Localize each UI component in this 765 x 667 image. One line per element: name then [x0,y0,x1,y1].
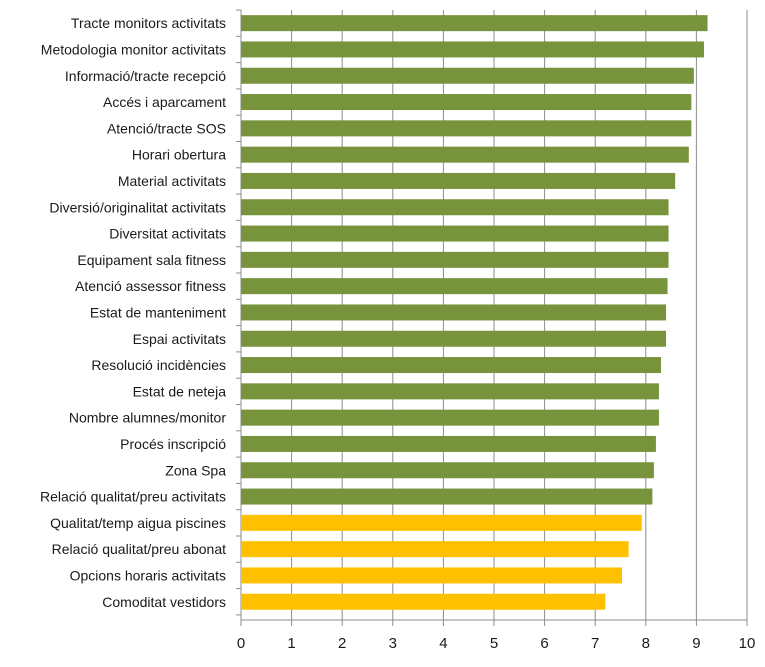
category-label: Atenció assessor fitness [75,278,226,294]
category-label: Relació qualitat/preu abonat [52,541,226,557]
x-tick-label: 5 [490,635,498,652]
x-tick-label: 3 [389,635,397,652]
category-label: Resolució incidències [91,357,226,373]
category-label: Atenció/tracte SOS [107,120,226,136]
x-tick-label: 0 [237,635,245,652]
category-label: Espai activitats [133,331,226,347]
category-label: Opcions horaris activitats [70,567,226,583]
x-tick-label: 4 [439,635,447,652]
category-label: Diversió/originalitat activitats [49,199,226,215]
bar [241,357,661,374]
bar [241,409,659,426]
bar [241,225,669,242]
category-label: Comoditat vestidors [102,594,226,610]
x-tick-label: 8 [642,635,650,652]
bar [241,567,623,584]
bar [241,199,669,216]
category-label: Nombre alumnes/monitor [69,410,227,426]
category-label: Relació qualitat/preu activitats [40,489,226,505]
x-tick-label: 9 [692,635,700,652]
bar [241,67,694,84]
category-label: Informació/tracte recepció [65,68,226,84]
bar [241,383,659,400]
bar [241,15,708,32]
category-label: Estat de manteniment [90,304,226,320]
x-tick-label: 2 [338,635,346,652]
bar [241,278,668,295]
bar [241,41,704,58]
bar [241,541,629,558]
category-label: Tracte monitors activitats [71,15,226,31]
bar [241,172,676,189]
bar [241,120,692,137]
bar [241,251,669,268]
category-label: Qualitat/temp aigua piscines [50,515,226,531]
category-label: Diversitat activitats [109,226,226,242]
category-label: Horari obertura [132,147,226,163]
bar [241,488,653,505]
x-tick-label: 6 [540,635,548,652]
bar [241,593,606,610]
category-label: Accés i aparcament [103,94,226,110]
category-label: Metodologia monitor activitats [41,41,226,57]
category-label: Estat de neteja [133,383,227,399]
bar [241,146,689,163]
category-label: Equipament sala fitness [77,252,226,268]
bar [241,330,667,347]
x-tick-label: 10 [739,635,756,652]
category-label: Zona Spa [165,462,226,478]
bar [241,94,692,111]
bar [241,462,654,479]
x-tick-label: 7 [591,635,599,652]
x-tick-label: 1 [287,635,295,652]
bar [241,435,656,452]
category-label: Procés inscripció [120,436,226,452]
category-label: Material activitats [118,173,226,189]
bar [241,304,667,321]
bar [241,514,642,531]
